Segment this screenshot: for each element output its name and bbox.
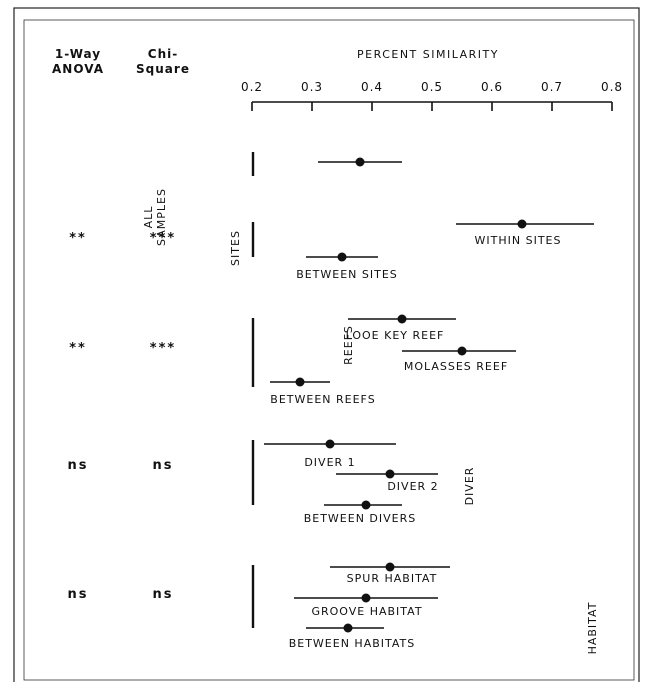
- chi-square-significance: ***: [150, 231, 176, 246]
- item-label: BETWEEN HABITATS: [289, 637, 416, 650]
- anova-significance: **: [69, 341, 87, 356]
- x-tick-label: 0.5: [421, 80, 443, 94]
- anova-column-header-2: ANOVA: [52, 62, 104, 76]
- anova-significance: **: [69, 231, 87, 246]
- item-label: BETWEEN REEFS: [270, 393, 375, 406]
- anova-column-header: 1-Way: [55, 47, 101, 61]
- mean-point: [397, 314, 407, 324]
- anova-significance: ns: [68, 587, 89, 602]
- mean-point: [517, 219, 527, 229]
- group-label: ALLSAMPLES: [142, 188, 168, 246]
- group-label: HABITAT: [586, 602, 599, 655]
- group-diver: ns ns DIVER DIVER 1 DIVER 2 BETWEEN DIVERS: [68, 439, 476, 525]
- mean-point: [361, 593, 371, 603]
- x-tick-label: 0.3: [301, 80, 323, 94]
- item-label: LOOE KEY REEF: [346, 329, 445, 342]
- item-label: BETWEEN SITES: [296, 268, 398, 281]
- item-label: SPUR HABITAT: [347, 572, 438, 585]
- mean-point: [385, 469, 395, 479]
- mean-point: [361, 500, 371, 510]
- group-label: SITES: [229, 230, 242, 266]
- x-axis: 0.2 0.3 0.4 0.5 0.6 0.7 0.8: [241, 80, 623, 111]
- mean-point: [325, 439, 335, 449]
- mean-point: [295, 377, 305, 387]
- x-tick-label: 0.8: [601, 80, 623, 94]
- x-axis-title: PERCENT SIMILARITY: [357, 48, 499, 61]
- chi-column-header: Chi-: [148, 47, 178, 61]
- group-all-samples: ALLSAMPLES: [142, 152, 402, 246]
- group-label: REEFS: [342, 325, 355, 365]
- chi-column-header-2: Square: [136, 62, 190, 76]
- anova-significance: ns: [68, 458, 89, 473]
- group-habitat: ns ns HABITAT SPUR HABITAT GROOVE HABITAT BET…: [68, 562, 599, 655]
- mean-point: [355, 157, 365, 167]
- mean-point: [457, 346, 467, 356]
- item-label: GROOVE HABITAT: [311, 605, 422, 618]
- x-tick-label: 0.6: [481, 80, 503, 94]
- item-label: WITHIN SITES: [475, 234, 562, 247]
- mean-point: [385, 562, 395, 572]
- item-label: BETWEEN DIVERS: [304, 512, 417, 525]
- chi-square-significance: ns: [153, 458, 174, 473]
- item-label: MOLASSES REEF: [404, 360, 508, 373]
- chi-square-significance: ns: [153, 587, 174, 602]
- item-label: DIVER 1: [304, 456, 355, 469]
- chi-square-significance: ***: [150, 341, 176, 356]
- mean-point: [343, 623, 353, 633]
- groups: ALLSAMPLES** *** SITES WITHIN SITESBETWEEN …: [68, 152, 599, 655]
- x-tick-label: 0.4: [361, 80, 383, 94]
- x-tick-label: 0.2: [241, 80, 263, 94]
- figure-border: [13, 7, 640, 687]
- item-label: DIVER 2: [387, 480, 438, 493]
- x-tick-label: 0.7: [541, 80, 563, 94]
- group-label: DIVER: [463, 467, 476, 506]
- inner-border: [23, 19, 635, 681]
- mean-point: [337, 252, 347, 262]
